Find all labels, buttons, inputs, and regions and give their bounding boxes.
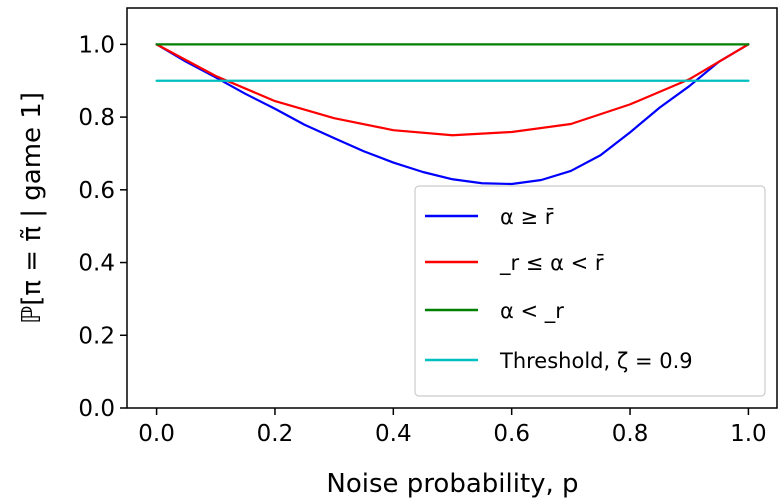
series-line-1 — [155, 43, 750, 137]
x-tick-label: 1.0 — [730, 421, 767, 447]
legend-box — [414, 185, 766, 397]
legend-label-1: _r ≤ α < r̄ — [499, 251, 604, 276]
x-axis-label: Noise probability, p — [326, 469, 578, 499]
legend-label-0: α ≥ r̄ — [500, 205, 554, 229]
y-tick-label: 0.6 — [78, 178, 115, 204]
y-tick-label: 0.0 — [78, 396, 115, 422]
x-tick-label: 0.4 — [375, 421, 412, 447]
x-tick-label: 0.6 — [493, 421, 530, 447]
y-axis-label: ℙ[π = π̃ | game 1] — [17, 92, 47, 324]
y-tick-label: 0.2 — [78, 323, 115, 349]
y-axis-ticks: 0.0 0.2 0.4 0.6 0.8 1.0 — [78, 32, 127, 422]
plot-frame — [126, 7, 778, 409]
y-tick-label: 1.0 — [78, 32, 115, 58]
x-tick-label: 0.8 — [612, 421, 649, 447]
legend-label-3: Threshold, ζ = 0.9 — [499, 349, 693, 373]
series-line-0 — [155, 43, 750, 186]
x-axis-ticks: 0.0 0.2 0.4 0.6 0.8 1.0 — [138, 408, 767, 447]
plot-lines — [155, 43, 750, 186]
y-tick-label: 0.8 — [78, 105, 115, 131]
x-tick-label: 0.2 — [257, 421, 294, 447]
x-tick-label: 0.0 — [138, 421, 175, 447]
legend-label-2: α < _r — [500, 299, 564, 324]
y-tick-label: 0.4 — [78, 251, 115, 277]
legend: α ≥ r̄ _r ≤ α < r̄ α < _r Threshold, ζ = 0.… — [414, 185, 766, 397]
